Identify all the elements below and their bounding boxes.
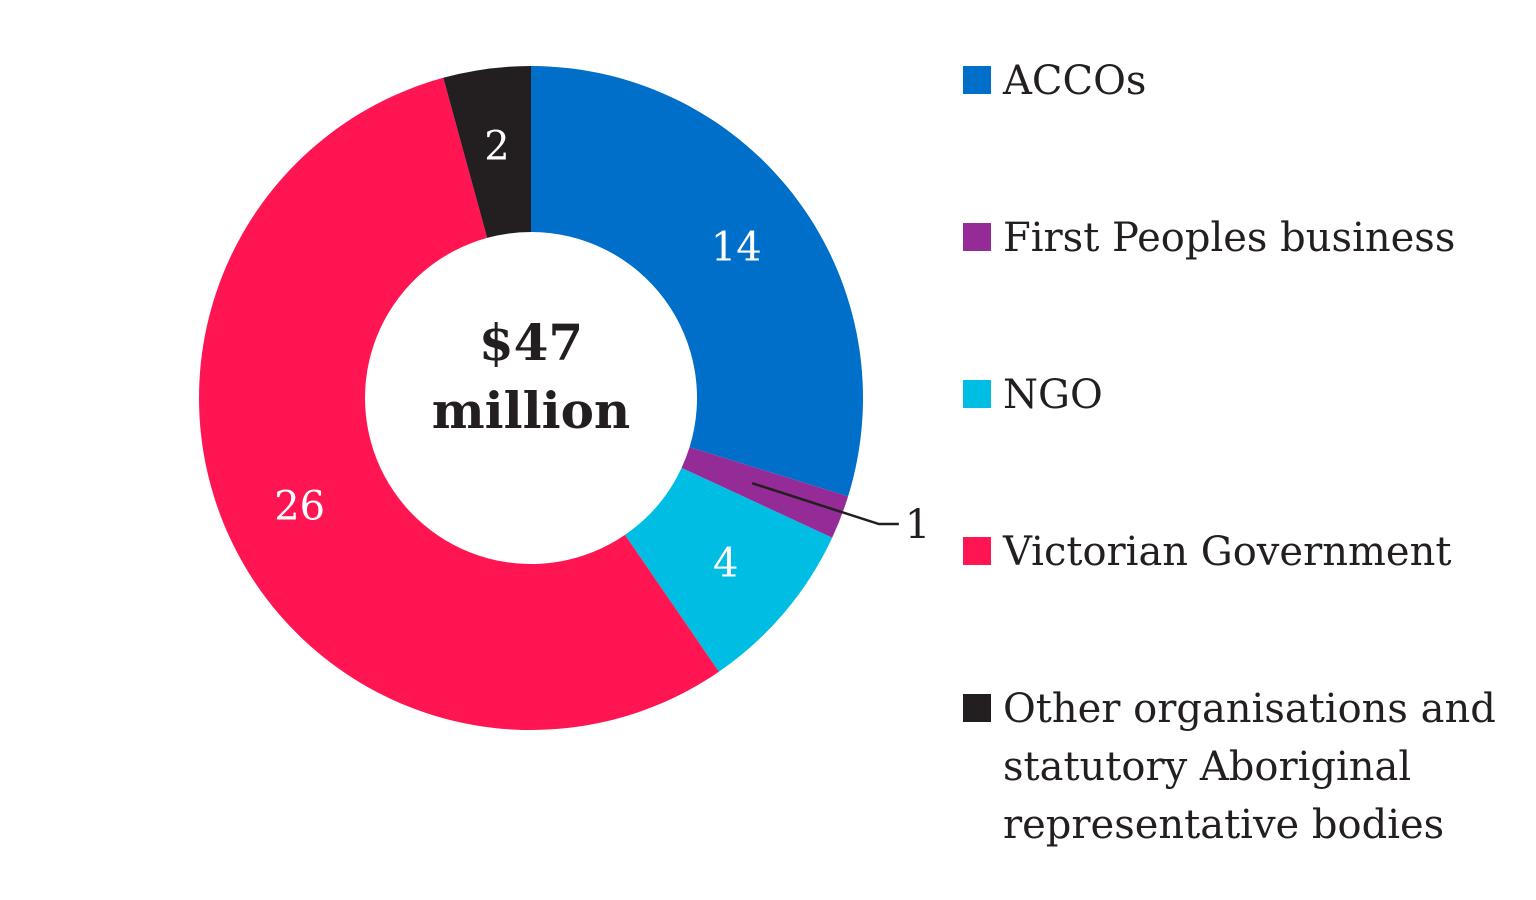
slice-other-organisations-and-statutory-aboriginal-representative-bodies xyxy=(443,66,531,238)
legend-item: First Peoples business xyxy=(963,209,1513,267)
legend-label: NGO xyxy=(1003,366,1513,424)
slice-value-label-accos: 14 xyxy=(711,225,762,271)
slice-value-label-ngo: 4 xyxy=(713,541,738,587)
legend-swatch xyxy=(963,537,991,565)
legend-swatch xyxy=(963,380,991,408)
legend-label: Other organisations and statutory Aborigi… xyxy=(1003,680,1513,854)
legend-swatch xyxy=(963,66,991,94)
legend-label-line: Victorian Government xyxy=(1003,529,1452,575)
callout-leader-line xyxy=(751,481,899,526)
slice-first-peoples-business xyxy=(681,447,849,538)
center-total-line-1: $47 xyxy=(479,313,583,372)
legend-label: ACCOs xyxy=(1003,52,1513,110)
slice-value-label-other-organisations-and-statutory-aboriginal-representative-bodies: 2 xyxy=(484,123,509,169)
legend-item: NGO xyxy=(963,366,1513,424)
legend-label: First Peoples business xyxy=(1003,209,1513,267)
legend-item: ACCOs xyxy=(963,52,1513,110)
slice-value-label-victorian-government: 26 xyxy=(274,483,325,529)
legend-label-line: representative bodies xyxy=(1003,802,1445,848)
legend-swatch xyxy=(963,694,991,722)
slice-ngo xyxy=(624,467,833,672)
legend-label-line: NGO xyxy=(1003,372,1103,418)
center-total-label: $47 million xyxy=(432,313,631,440)
legend-label-line: Other organisations and xyxy=(1003,686,1496,732)
slice-victorian-government xyxy=(198,77,719,730)
legend-label: Victorian Government xyxy=(1003,523,1513,581)
legend-item: Victorian Government xyxy=(963,523,1513,581)
slice-accos xyxy=(531,66,864,497)
center-total-line-2: million xyxy=(432,381,631,440)
legend-swatch xyxy=(963,223,991,251)
legend-label-line: ACCOs xyxy=(1003,58,1147,104)
legend-label-line: statutory Aboriginal xyxy=(1003,744,1412,790)
slice-value-label-first-peoples-business: 1 xyxy=(905,502,930,548)
legend-label-line: First Peoples business xyxy=(1003,215,1456,261)
legend-item: Other organisations and statutory Aborigi… xyxy=(963,680,1513,854)
